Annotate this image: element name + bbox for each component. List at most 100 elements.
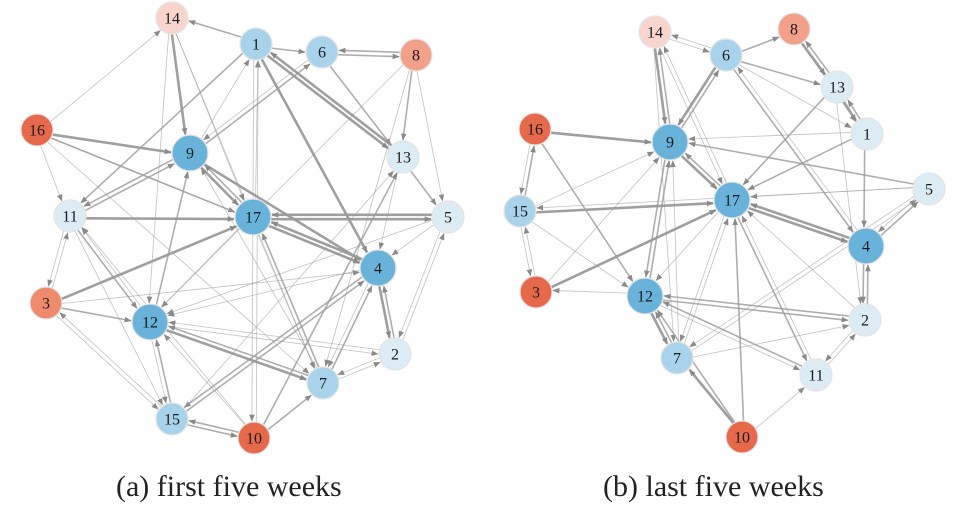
- node-14-circle: [638, 15, 672, 49]
- node-14-circle: [155, 1, 189, 35]
- edge-1-to-11: [80, 52, 244, 204]
- edge-17-to-14: [663, 45, 727, 183]
- edge-5-to-2: [398, 230, 441, 339]
- node-12: 12: [626, 277, 664, 315]
- edge-7-to-2: [338, 362, 381, 380]
- caption-panel-a: (a) first five weeks: [116, 470, 342, 503]
- edge-10-to-12: [656, 309, 736, 424]
- node-5: 5: [912, 172, 946, 206]
- node-11-circle: [799, 358, 833, 392]
- edge-16-to-7: [47, 141, 310, 374]
- edge-4-to-6: [737, 66, 858, 231]
- edge-2-to-7: [337, 357, 380, 375]
- edge-12-to-9: [649, 160, 671, 279]
- edge-15-to-3: [59, 312, 162, 407]
- edge-2-to-12: [663, 293, 850, 317]
- node-5-circle: [431, 200, 465, 234]
- edge-9-to-14: [657, 47, 671, 124]
- edge-15-to-17: [536, 200, 714, 214]
- node-16: 16: [518, 112, 552, 146]
- edge-13-to-17: [742, 96, 826, 186]
- edge-8-to-6: [338, 47, 401, 54]
- node-1-label: 1: [252, 37, 260, 54]
- edge-8-to-13: [800, 42, 827, 76]
- node-17-circle: [234, 198, 272, 236]
- edge-16-to-14: [50, 30, 161, 122]
- edge-2-to-5: [402, 232, 445, 341]
- edge-10-to-11: [755, 387, 805, 429]
- edge-6-to-13: [329, 65, 392, 146]
- node-13-label: 13: [829, 80, 845, 97]
- edge-1-to-9: [688, 132, 851, 142]
- edge-5-to-7: [689, 195, 915, 348]
- edge-4-to-2: [378, 285, 392, 339]
- edge-17-to-12: [655, 211, 719, 281]
- edge-16-to-15: [519, 144, 531, 195]
- edge-4-to-15: [183, 276, 363, 408]
- edge-1-to-17: [747, 138, 853, 191]
- node-9-circle: [171, 134, 209, 172]
- node-8-label: 8: [412, 48, 420, 65]
- node-8-circle: [777, 12, 811, 46]
- edge-4-to-7: [327, 283, 369, 368]
- node-11-label: 11: [808, 368, 823, 385]
- node-9-label: 9: [186, 146, 194, 163]
- edge-7-to-4: [331, 285, 373, 370]
- edge-10-to-1: [255, 60, 261, 423]
- edge-11-to-17: [85, 216, 235, 222]
- node-2-circle: [848, 303, 882, 337]
- edge-2-to-4: [865, 264, 871, 305]
- edge-8-to-5: [416, 71, 445, 202]
- edge-3-to-15: [523, 226, 536, 276]
- edge-15-to-12: [531, 221, 629, 288]
- edge-5-to-4: [391, 224, 435, 256]
- node-1: 1: [239, 27, 273, 61]
- edge-6-to-4: [733, 68, 854, 233]
- edge-10-to-7: [688, 368, 735, 425]
- edge-4-to-17: [750, 202, 851, 240]
- node-9-label: 9: [666, 135, 674, 152]
- edge-14-to-17: [175, 33, 245, 201]
- node-11: 11: [53, 199, 87, 233]
- edge-9-to-17: [680, 154, 718, 190]
- edge-4-to-17: [270, 220, 363, 261]
- node-13-circle: [820, 70, 854, 104]
- edge-11-to-17: [741, 215, 812, 360]
- node-15: 15: [155, 402, 189, 436]
- edge-14-to-9: [653, 47, 668, 125]
- node-15: 15: [503, 194, 537, 228]
- node-14: 14: [155, 1, 189, 35]
- edge-4-to-2: [860, 263, 866, 304]
- node-16-circle: [20, 113, 54, 147]
- edge-2-to-12: [168, 320, 380, 351]
- edge-11-to-2: [827, 333, 856, 365]
- node-6: 6: [305, 35, 339, 69]
- edge-17-to-1: [254, 60, 261, 200]
- edge-17-to-7: [679, 216, 725, 342]
- node-1: 1: [850, 117, 884, 151]
- edge-15-to-13: [183, 170, 394, 409]
- node-14-label: 14: [164, 11, 180, 28]
- edge-1-to-10: [249, 59, 255, 422]
- edge-16-to-11: [40, 145, 63, 202]
- node-12-label: 12: [142, 315, 158, 332]
- edge-15-to-3: [520, 227, 533, 277]
- node-10-circle: [237, 421, 271, 455]
- node-7: 7: [306, 366, 340, 400]
- edge-3-to-9: [548, 157, 660, 282]
- node-2-label: 2: [861, 313, 869, 330]
- node-15-label: 15: [512, 204, 528, 221]
- edge-12-to-7: [650, 312, 669, 345]
- node-7-label: 7: [673, 351, 681, 368]
- edge-17-to-12: [161, 228, 240, 308]
- node-1-label: 1: [863, 127, 871, 144]
- edge-4-to-12: [167, 269, 361, 317]
- edge-11-to-12: [77, 229, 138, 309]
- edge-12-to-3: [552, 287, 628, 294]
- node-16: 16: [20, 113, 54, 147]
- edge-4-to-5: [880, 201, 919, 237]
- edge-7-to-9: [670, 160, 680, 342]
- edge-6-to-1: [738, 64, 852, 128]
